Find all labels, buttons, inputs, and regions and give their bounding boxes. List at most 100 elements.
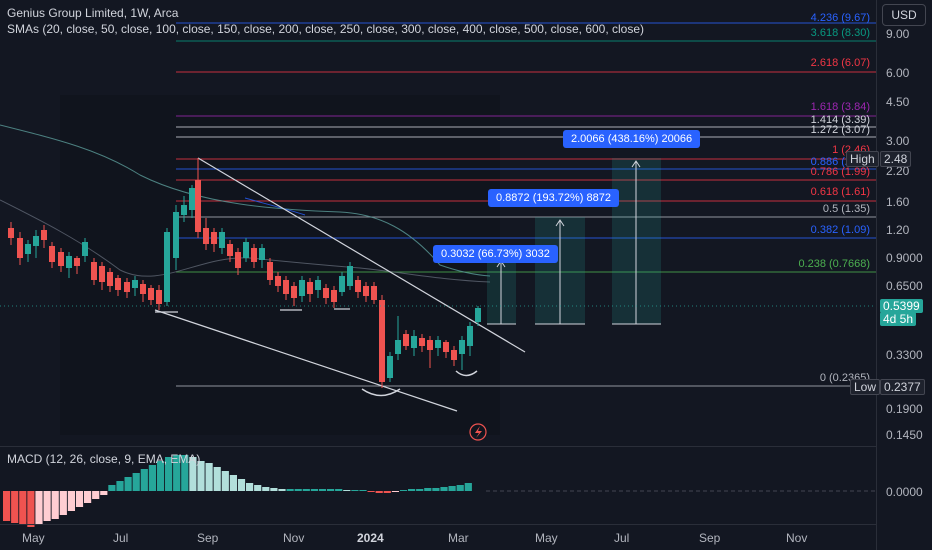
candle	[211, 228, 217, 252]
low-label: Low	[850, 379, 881, 395]
time-label: Mar	[448, 531, 469, 545]
macd-bar	[197, 461, 205, 491]
upper-trendline	[197, 157, 526, 353]
candle	[459, 336, 465, 370]
macd-bar	[237, 479, 246, 491]
sma-legend[interactable]: SMAs (20, close, 50, close, 100, close, …	[7, 22, 645, 36]
candle	[235, 248, 241, 275]
macd-bar	[132, 473, 140, 491]
price-label: 0.1450	[886, 428, 923, 442]
lightning-icon[interactable]	[469, 423, 487, 441]
current-price-tag: 0.5399	[880, 299, 923, 313]
macd-bar	[343, 490, 351, 491]
candle	[323, 284, 329, 304]
macd-bar	[59, 491, 67, 515]
time-label: May	[22, 531, 45, 545]
macd-bar	[416, 489, 424, 491]
high-value: 2.48	[880, 151, 912, 167]
time-label: Jul	[113, 531, 129, 545]
time-axis-divider	[0, 524, 876, 525]
candle	[267, 258, 273, 285]
fib-level-label: 4.236 (9.67)	[810, 12, 870, 24]
candle	[148, 285, 154, 305]
candle	[315, 276, 321, 298]
price-label: 1.60	[886, 195, 910, 209]
price-label: 0.3300	[886, 348, 923, 362]
bottom-arc	[361, 388, 401, 397]
symbol-title[interactable]: Genius Group Limited, 1W, Arca	[7, 6, 179, 20]
measure-label[interactable]: 0.3032 (66.73%) 3032	[433, 245, 558, 263]
candle	[299, 276, 305, 302]
candle	[419, 334, 425, 352]
candle	[435, 336, 441, 356]
macd-bar	[165, 457, 173, 491]
macd-bar	[270, 488, 278, 491]
macd-bar	[67, 491, 75, 511]
fib-level-label: 2.618 (6.07)	[810, 57, 870, 69]
candle	[17, 232, 23, 265]
candle	[307, 278, 313, 302]
macd-bar	[213, 467, 221, 491]
candle	[387, 352, 393, 382]
macd-bar	[399, 490, 408, 491]
measure-label[interactable]: 0.8872 (193.72%) 8872	[488, 189, 619, 207]
fib-level-label: 0.786 (1.99)	[810, 166, 870, 178]
currency-button[interactable]: USD	[882, 4, 926, 26]
price-axis-divider	[876, 0, 877, 550]
macd-bar	[148, 465, 156, 491]
candle	[49, 242, 55, 268]
macd-bar	[189, 457, 197, 491]
candle	[58, 248, 64, 272]
candle	[251, 244, 257, 268]
macd-bar	[92, 491, 100, 499]
candle	[164, 228, 170, 306]
candle	[395, 316, 401, 360]
candle	[275, 272, 281, 292]
macd-bar	[254, 485, 262, 491]
fib-level-label: 0.5 (1.35)	[822, 203, 870, 215]
candle	[291, 282, 297, 306]
price-label: 3.00	[886, 134, 910, 148]
macd-bar	[11, 491, 19, 523]
fib-level-label: 0.238 (0.7668)	[798, 258, 870, 270]
pane-separator[interactable]	[0, 446, 876, 447]
price-label: 0.6500	[886, 279, 923, 293]
macd-bar	[286, 489, 294, 491]
low-value: 0.2377	[880, 379, 925, 395]
macd-bar	[367, 491, 375, 492]
candle	[140, 280, 146, 302]
macd-bar	[205, 463, 213, 491]
candle	[41, 225, 47, 248]
fib-level-label: 3.618 (8.30)	[810, 27, 870, 39]
macd-bar	[424, 488, 432, 491]
candle	[451, 346, 457, 366]
macd-bar	[27, 491, 35, 527]
price-label: 0.1900	[886, 402, 923, 416]
macd-bar	[116, 481, 124, 491]
fib-level-label: 0.618 (1.61)	[810, 186, 870, 198]
candle	[115, 275, 121, 296]
macd-bar	[327, 489, 335, 491]
candle	[403, 330, 409, 350]
candle	[25, 240, 31, 262]
measure-label[interactable]: 2.0066 (438.16%) 20066	[563, 130, 701, 148]
macd-bar	[173, 455, 181, 491]
candle	[339, 272, 345, 296]
sma-line-fast	[244, 197, 306, 216]
macd-bar	[456, 485, 464, 491]
price-label: 4.50	[886, 95, 910, 109]
time-label: Nov	[786, 531, 808, 545]
macd-legend[interactable]: MACD (12, 26, close, 9, EMA, EMA)	[7, 452, 201, 466]
sma-line-slow	[0, 124, 491, 277]
projection-zones	[487, 158, 661, 325]
price-label: 9.00	[886, 27, 910, 41]
time-label: Nov	[283, 531, 305, 545]
macd-bar	[221, 471, 229, 491]
macd-bar	[383, 491, 391, 493]
candle	[467, 322, 473, 356]
candle	[91, 258, 97, 285]
time-label: May	[535, 531, 558, 545]
high-label: High	[846, 151, 879, 167]
macd-bar	[124, 477, 132, 491]
